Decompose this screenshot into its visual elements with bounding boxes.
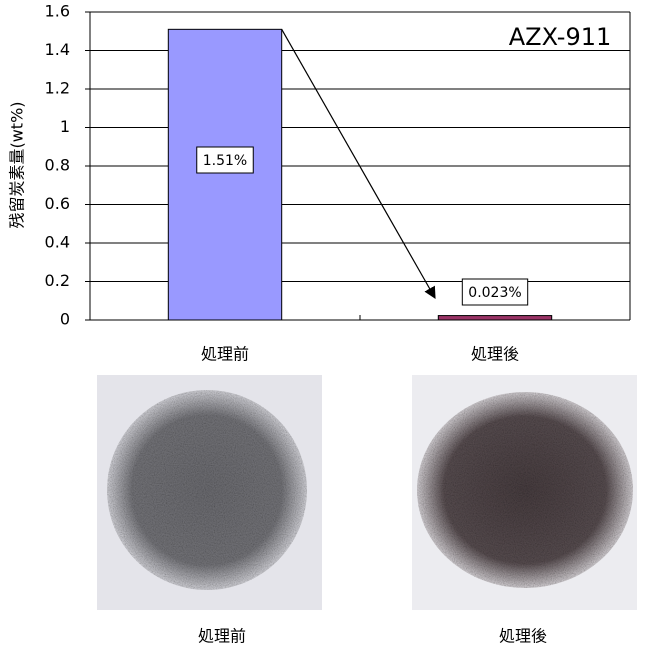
y-tick-label: 0.4	[45, 233, 70, 252]
y-tick-label: 0.8	[45, 156, 70, 175]
photo-caption: 処理前	[198, 627, 246, 646]
photo-caption: 処理後	[499, 627, 547, 646]
y-tick-label: 0.6	[45, 194, 70, 213]
bar	[167, 28, 283, 321]
y-axis-title: 残留炭素量(wt%)	[8, 101, 27, 228]
value-label: 0.023%	[468, 285, 521, 301]
y-tick-label: 1	[60, 117, 70, 136]
x-tick-label: 処理後	[471, 345, 519, 364]
y-tick-label: 1.6	[45, 2, 70, 21]
annotation: AZX-911	[509, 23, 612, 51]
y-tick-label: 1.4	[45, 40, 70, 59]
x-tick-label: 処理前	[201, 345, 249, 364]
value-label: 1.51%	[203, 153, 247, 169]
value-label-box	[461, 278, 529, 306]
photo	[412, 375, 637, 610]
bar	[437, 315, 553, 321]
arrow	[281, 29, 436, 300]
y-tick-label: 1.2	[45, 79, 70, 98]
y-tick-label: 0.2	[45, 271, 70, 290]
value-label-box	[196, 146, 254, 174]
y-tick-label: 0	[60, 310, 70, 329]
photo	[97, 375, 322, 610]
